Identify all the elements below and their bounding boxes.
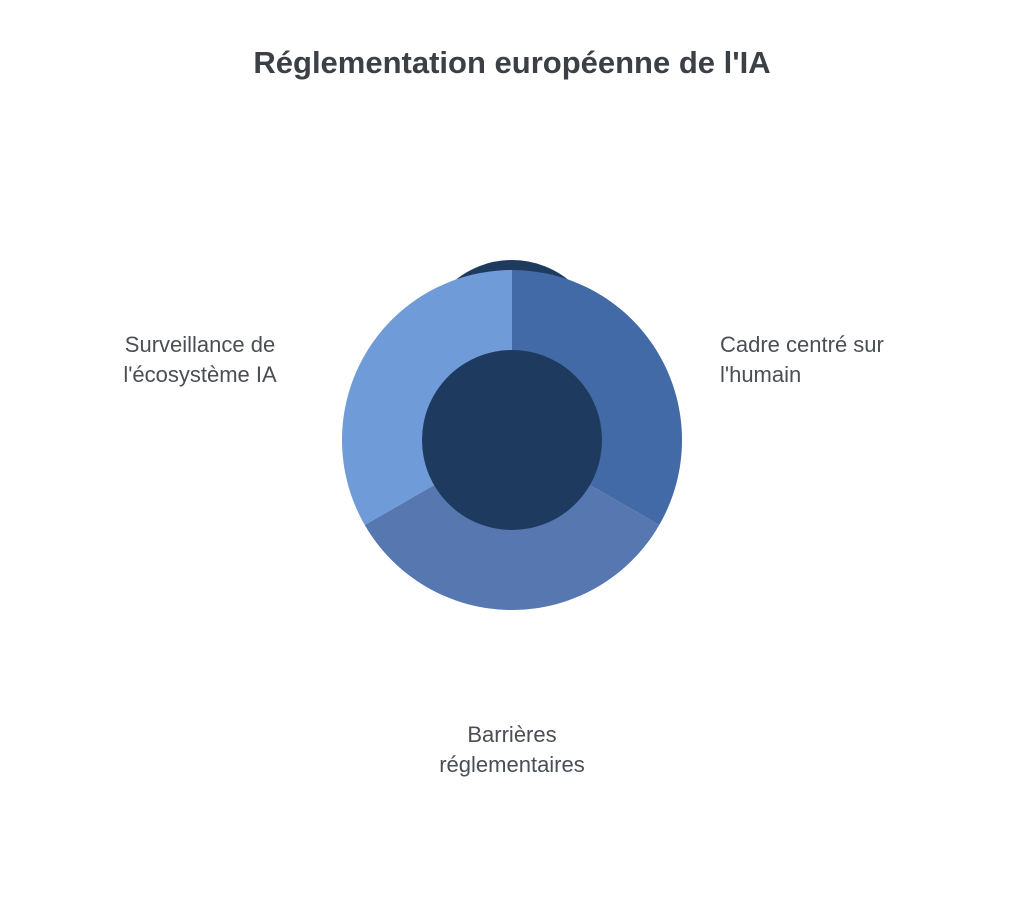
label-bottom-line1: Barrières	[467, 722, 556, 747]
lock-diagram	[312, 80, 712, 640]
page-title: Réglementation européenne de l'IA	[0, 45, 1024, 81]
label-left-line2: l'écosystème IA	[123, 362, 276, 387]
lock-center	[422, 350, 602, 530]
label-right: Cadre centré sur l'humain	[720, 330, 940, 389]
label-right-line1: Cadre centré sur	[720, 332, 884, 357]
label-left: Surveillance de l'écosystème IA	[90, 330, 310, 389]
label-bottom-line2: réglementaires	[439, 752, 585, 777]
label-right-line2: l'humain	[720, 362, 801, 387]
label-bottom: Barrières réglementaires	[402, 720, 622, 779]
label-left-line1: Surveillance de	[125, 332, 275, 357]
